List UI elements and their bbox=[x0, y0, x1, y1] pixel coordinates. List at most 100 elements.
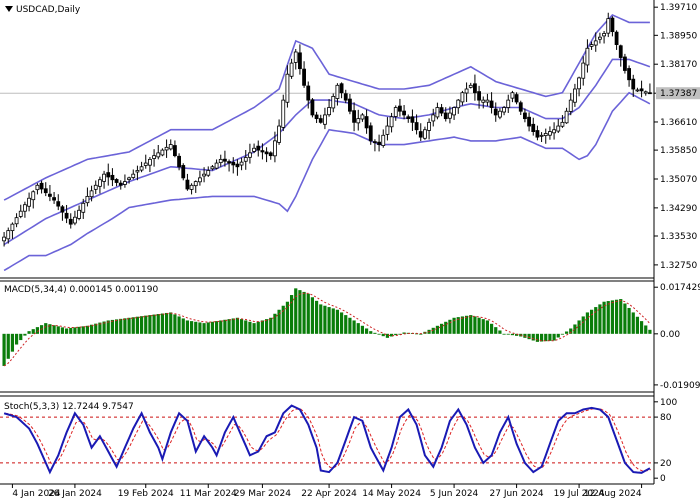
candle bbox=[39, 180, 44, 194]
candle-body-up bbox=[568, 99, 573, 112]
macd-bar bbox=[227, 319, 231, 334]
macd-bar bbox=[298, 290, 302, 334]
macd-bar bbox=[44, 323, 48, 334]
candle-body-up bbox=[206, 170, 211, 176]
symbol-header: USDCAD,Daily bbox=[5, 5, 81, 15]
candle-body-up bbox=[102, 173, 106, 182]
candle-body-up bbox=[123, 181, 127, 185]
candle bbox=[139, 161, 144, 173]
macd-bar bbox=[627, 307, 631, 334]
candle bbox=[539, 132, 544, 143]
macd-bar bbox=[285, 301, 290, 334]
candle bbox=[248, 143, 252, 164]
macd-bar bbox=[331, 308, 335, 334]
candle-body-up bbox=[606, 18, 611, 34]
macd-bar bbox=[489, 323, 494, 334]
candle bbox=[185, 173, 190, 191]
time-tick-label: 5 Jun 2024 bbox=[430, 489, 479, 499]
candle bbox=[610, 16, 615, 37]
candle bbox=[164, 139, 169, 158]
candle-body-up bbox=[10, 223, 15, 232]
candle-body-up bbox=[598, 36, 602, 40]
candle-body-up bbox=[273, 140, 277, 157]
macd-bar bbox=[377, 333, 381, 335]
macd-bar bbox=[589, 309, 594, 334]
macd-tick-label: -0.019092 bbox=[660, 381, 700, 391]
candle-body-up bbox=[218, 158, 223, 164]
candle bbox=[523, 108, 527, 123]
macd-bar bbox=[398, 333, 402, 335]
candle-body-up bbox=[277, 125, 281, 143]
candle bbox=[106, 163, 111, 186]
candle bbox=[123, 174, 127, 188]
candle-body-up bbox=[556, 125, 561, 132]
candle-body-up bbox=[460, 92, 465, 103]
macd-bar bbox=[181, 318, 185, 334]
price-tick-label: 1.38170 bbox=[660, 60, 697, 70]
candle-body-up bbox=[193, 181, 198, 187]
candle-body-down bbox=[256, 145, 261, 151]
candle-body-down bbox=[614, 31, 619, 45]
macd-bar bbox=[248, 321, 252, 334]
candle bbox=[331, 93, 336, 113]
candle bbox=[593, 32, 598, 52]
macd-panel: MACD(5,34,4) 0.000145 0.001190 bbox=[0, 280, 654, 393]
macd-bar bbox=[594, 307, 598, 334]
candle-body-up bbox=[643, 91, 648, 94]
symbol-dropdown-icon[interactable] bbox=[5, 6, 13, 12]
candle-body-up bbox=[131, 173, 136, 178]
candle bbox=[473, 74, 477, 101]
candle-body-down bbox=[185, 179, 190, 190]
macd-bar bbox=[264, 319, 269, 334]
macd-bar bbox=[135, 316, 140, 334]
candle-body-down bbox=[418, 131, 423, 138]
macd-bar bbox=[260, 320, 265, 334]
candle bbox=[289, 58, 294, 79]
candle-body-down bbox=[68, 218, 73, 225]
candle-body-down bbox=[364, 116, 369, 129]
candle bbox=[156, 145, 161, 160]
candle bbox=[598, 32, 602, 44]
candle bbox=[639, 80, 644, 98]
macd-bar bbox=[435, 325, 440, 334]
candle bbox=[127, 176, 131, 184]
candle bbox=[202, 167, 206, 183]
macd-bar bbox=[194, 321, 198, 334]
macd-bar bbox=[202, 323, 206, 334]
candle bbox=[243, 149, 248, 170]
candle-body-down bbox=[43, 188, 48, 194]
macd-bar bbox=[639, 321, 644, 334]
candle bbox=[214, 159, 219, 170]
candle bbox=[10, 222, 15, 239]
macd-bar bbox=[277, 309, 281, 334]
candle-body-down bbox=[377, 141, 381, 145]
candle bbox=[302, 61, 306, 88]
macd-bar bbox=[360, 325, 365, 334]
macd-bar bbox=[389, 333, 394, 337]
macd-bar bbox=[373, 332, 377, 334]
candle bbox=[410, 109, 415, 131]
macd-bar bbox=[498, 330, 502, 334]
candle-body-down bbox=[514, 94, 519, 103]
macd-bar bbox=[619, 299, 623, 334]
macd-bar bbox=[77, 326, 81, 334]
price-tick-label: 1.33530 bbox=[660, 232, 697, 242]
candle-body-down bbox=[260, 150, 265, 153]
candle bbox=[352, 102, 356, 132]
candle bbox=[98, 176, 102, 194]
candle-body-up bbox=[164, 146, 169, 151]
macd-bar bbox=[352, 320, 356, 334]
candle bbox=[648, 83, 652, 95]
candle bbox=[502, 105, 506, 116]
candle-body-down bbox=[373, 141, 377, 144]
candle bbox=[493, 102, 498, 122]
candle-body-down bbox=[56, 201, 61, 207]
macd-bar bbox=[602, 301, 606, 334]
macd-bar bbox=[502, 333, 506, 335]
candle bbox=[239, 157, 244, 171]
macd-bar bbox=[623, 303, 627, 334]
candle-body-up bbox=[448, 112, 452, 119]
stoch-title: Stoch(5,3,3) 12.7244 9.7547 bbox=[4, 402, 134, 412]
price-tick-label: 1.32750 bbox=[660, 261, 697, 271]
candle-body-down bbox=[181, 165, 186, 179]
